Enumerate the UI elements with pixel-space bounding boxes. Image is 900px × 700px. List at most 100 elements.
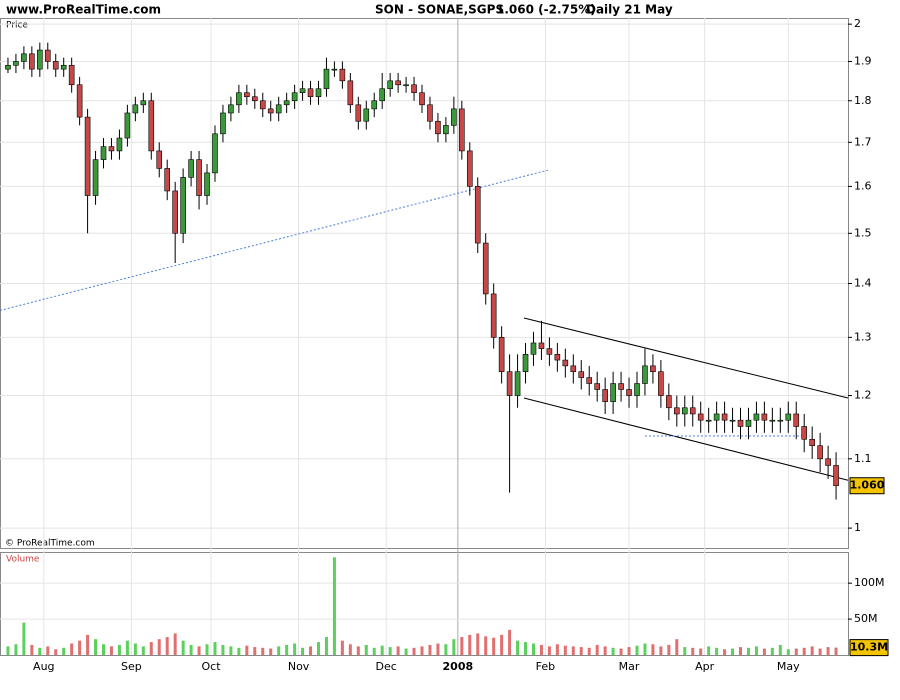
volume-bar <box>675 639 679 655</box>
candle-body <box>435 120 441 135</box>
candle-body <box>658 371 664 396</box>
candle-body <box>180 177 186 234</box>
volume-bar <box>149 642 153 655</box>
y-tick-label: 50M <box>854 612 878 625</box>
volume-bar <box>372 647 376 655</box>
volume-bar <box>396 646 400 655</box>
y-tick-label: 1.5 <box>854 226 872 239</box>
candle-body <box>140 100 147 106</box>
volume-bar <box>627 647 631 655</box>
volume-bar <box>205 644 209 655</box>
candle-body <box>371 100 378 110</box>
volume-bar <box>86 634 90 655</box>
candle-body <box>721 413 728 421</box>
volume-bar <box>30 644 34 655</box>
volume-bar <box>508 629 512 655</box>
x-tick-label: Nov <box>288 660 310 673</box>
candle-body <box>331 68 338 71</box>
volume-bar <box>739 647 743 655</box>
candle-body <box>554 354 561 361</box>
candle-body <box>729 419 736 422</box>
volume-bar <box>826 647 830 655</box>
candle-body <box>52 61 59 70</box>
candle-body <box>60 64 67 70</box>
volume-bar <box>428 644 432 655</box>
candle-body <box>419 92 425 106</box>
candle-body <box>761 413 768 421</box>
volume-bar <box>746 647 750 655</box>
candle-body <box>602 389 608 402</box>
volume-bar <box>356 646 360 655</box>
volume-bar <box>94 639 98 655</box>
candle-body <box>236 92 242 106</box>
volume-bar <box>531 643 535 655</box>
candle-body <box>132 104 139 114</box>
candle-body <box>817 445 823 460</box>
volume-bar <box>707 646 711 655</box>
candle-body <box>578 371 585 378</box>
volume-pane <box>0 552 849 656</box>
volume-bar <box>468 634 472 655</box>
candle-body <box>586 377 593 384</box>
candle-body <box>172 190 178 234</box>
volume-bar <box>563 645 567 655</box>
volume-bar <box>547 646 551 655</box>
candle-body <box>108 146 115 152</box>
x-tick-label: Dec <box>376 660 397 673</box>
volume-bar <box>754 646 758 655</box>
candle-body <box>482 242 489 295</box>
volume-bar <box>70 643 74 655</box>
y-tick-label: 100M <box>854 576 885 589</box>
candle-body <box>697 413 704 421</box>
volume-bar <box>309 646 313 655</box>
candle-body <box>777 419 784 422</box>
candle-body <box>379 88 385 102</box>
candle-body <box>13 61 19 66</box>
candle-body <box>156 150 163 169</box>
volume-bar <box>109 646 113 655</box>
x-tick-label: Apr <box>695 660 715 673</box>
volume-bar <box>22 622 26 655</box>
candle-body <box>626 389 632 396</box>
x-tick-label: May <box>777 660 800 673</box>
candle-body <box>323 68 330 90</box>
candle-body <box>307 88 314 98</box>
y-tick-label: 2 <box>854 17 861 30</box>
volume-bar <box>364 644 368 655</box>
volume-bar <box>46 646 50 655</box>
candle-body <box>339 68 346 82</box>
volume-bar <box>102 644 106 655</box>
x-tick-label: Sep <box>121 660 142 673</box>
candle-body <box>745 419 752 427</box>
candle-body <box>801 426 808 440</box>
volume-bar <box>484 636 488 655</box>
candle-body <box>29 53 35 70</box>
candle-body <box>37 49 43 70</box>
candle-body <box>753 413 760 421</box>
volume-bar <box>571 646 575 655</box>
volume-bar <box>316 642 320 655</box>
volume-bar <box>452 639 456 655</box>
volume-bar <box>539 644 543 655</box>
y-tick-label: 1.9 <box>854 54 872 67</box>
site: www.ProRealTime.com <box>6 3 161 17</box>
candle-body <box>610 383 616 402</box>
y-tick-label: 1.4 <box>854 276 872 289</box>
x-tick-label: Aug <box>33 660 54 673</box>
volume-bar <box>444 644 448 655</box>
volume-bar <box>181 640 185 655</box>
volume-bar <box>786 649 790 655</box>
volume-bar <box>285 644 289 655</box>
x-tick-label: 2008 <box>443 660 474 673</box>
candle-body <box>283 100 290 106</box>
candle-body <box>809 438 815 447</box>
volume-bar <box>492 637 496 655</box>
volume-bar <box>643 643 647 655</box>
volume-bar <box>770 647 774 655</box>
candle-body <box>355 104 362 122</box>
volume-bar <box>269 648 273 655</box>
candle-body <box>212 133 218 174</box>
volume-bar <box>293 643 297 655</box>
volume-bar <box>802 647 806 655</box>
candle-body <box>666 395 672 409</box>
